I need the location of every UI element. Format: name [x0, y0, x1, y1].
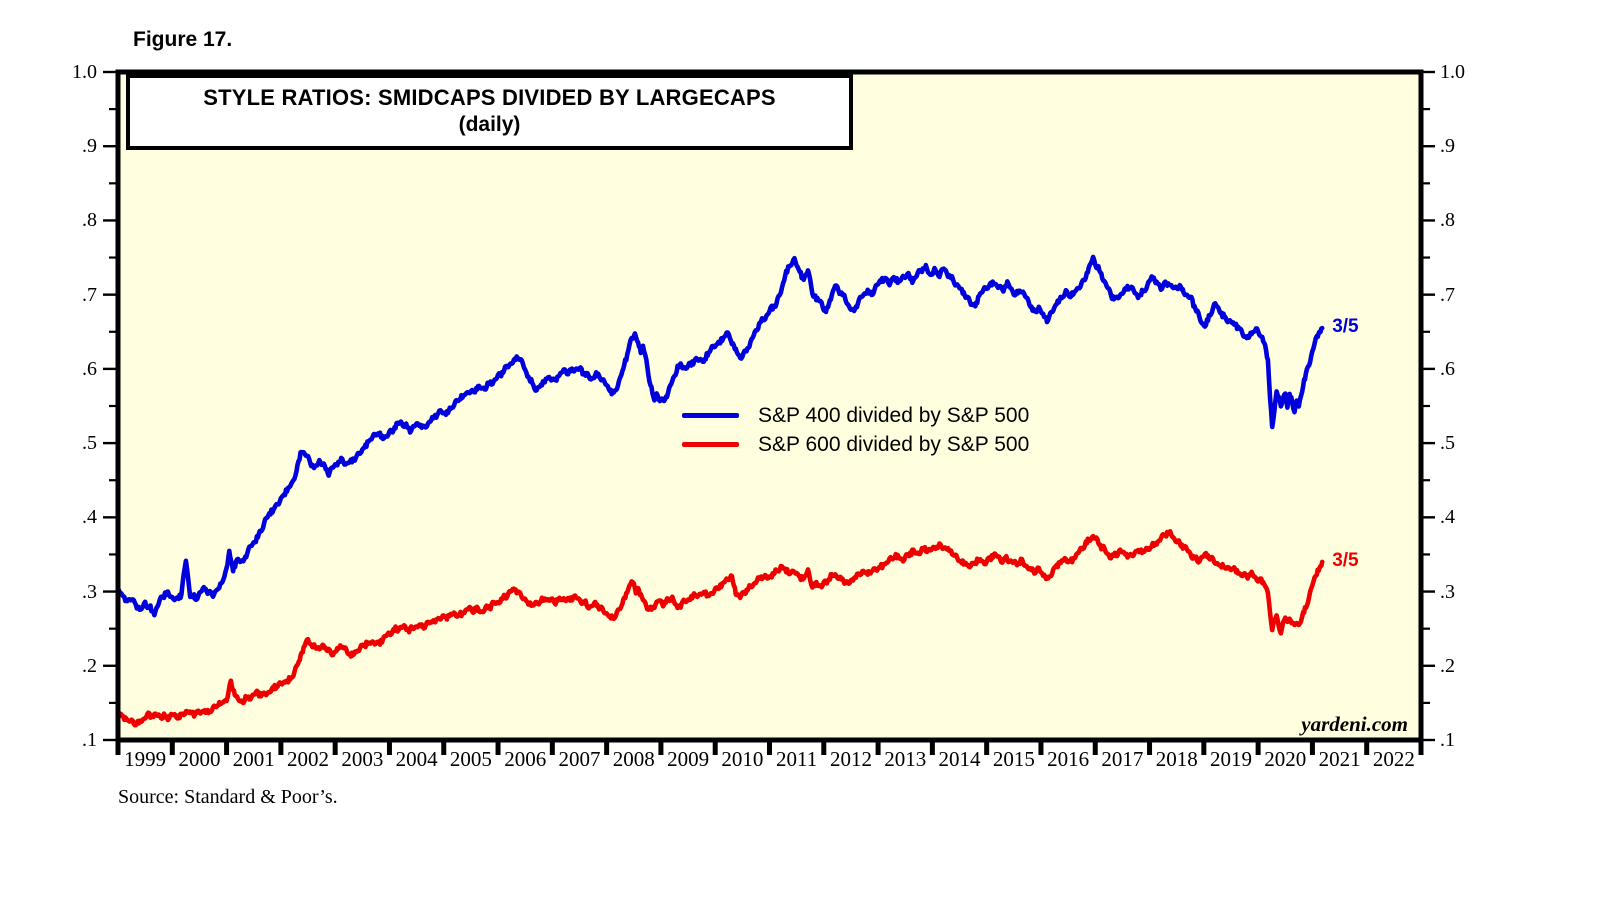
y-axis-label-right-.8: .8: [1440, 209, 1455, 232]
x-axis-label-2002: 2002: [287, 747, 330, 771]
x-axis-tick: [332, 738, 338, 755]
x-axis-tick: [767, 738, 772, 755]
x-axis-tick: [169, 738, 175, 755]
y-axis-label-right-.6: .6: [1440, 357, 1455, 380]
figure-label: Figure 17.: [133, 28, 233, 51]
x-axis-label-2017: 2017: [1101, 747, 1144, 771]
x-axis-tick: [1147, 738, 1153, 755]
x-axis-tick: [495, 738, 501, 755]
x-axis-label-2006: 2006: [504, 747, 547, 771]
x-axis-tick: [1309, 738, 1315, 755]
x-axis-tick: [1364, 738, 1370, 755]
x-axis-label-2022: 2022: [1372, 747, 1415, 771]
x-axis-label-2019: 2019: [1209, 747, 1252, 771]
x-axis-label-2014: 2014: [938, 747, 981, 771]
y-axis-label-left-.1: .1: [82, 729, 97, 751]
chart-subtitle: (daily): [458, 113, 521, 136]
x-axis-tick: [278, 738, 284, 755]
x-axis-tick: [984, 738, 990, 755]
y-axis-label-left-.8: .8: [82, 209, 97, 232]
x-axis-label-1999: 1999: [124, 747, 167, 771]
sp600-series-line: [115, 529, 1325, 728]
x-axis-label-2013: 2013: [884, 747, 927, 771]
y-axis-label-left-.4: .4: [82, 506, 97, 529]
y-axis-label-left-.6: .6: [82, 357, 97, 380]
y-axis-label-right-1.0: 1.0: [1440, 61, 1465, 83]
y-axis-label-right-.7: .7: [1440, 283, 1455, 306]
y-axis-label-right-.9: .9: [1440, 135, 1455, 158]
x-axis-label-2003: 2003: [341, 747, 384, 771]
x-axis-label-2008: 2008: [612, 747, 655, 771]
y-axis-label-left-.5: .5: [82, 432, 97, 455]
legend-item-sp400: S&P 400 divided by S&P 500: [682, 401, 1029, 430]
x-axis-tick: [224, 738, 230, 755]
x-axis-label-2004: 2004: [395, 747, 438, 771]
x-axis-tick: [821, 738, 827, 755]
x-axis-tick: [115, 738, 121, 755]
sp600-end-date-label: 3/5: [1332, 549, 1359, 571]
x-axis-tick: [1092, 738, 1098, 755]
y-axis-label-left-.7: .7: [82, 283, 97, 306]
x-axis-tick: [1201, 738, 1207, 755]
x-axis-label-2009: 2009: [667, 747, 710, 771]
x-axis-label-2010: 2010: [721, 747, 764, 771]
x-axis-label-2012: 2012: [829, 747, 872, 771]
x-axis-label-2020: 2020: [1264, 747, 1307, 771]
x-axis-tick: [929, 738, 935, 755]
sp400-series-line: [115, 254, 1325, 618]
y-axis-label-right-.1: .1: [1440, 729, 1455, 751]
y-axis-label-left-.3: .3: [82, 580, 97, 603]
source-note: Source: Standard & Poor’s.: [118, 786, 338, 808]
sp400-line-swatch: [682, 413, 739, 418]
x-axis-tick: [549, 738, 555, 755]
legend-label-sp400: S&P 400 divided by S&P 500: [758, 403, 1030, 427]
plot-area: [118, 72, 1421, 740]
y-axis-label-left-.2: .2: [82, 654, 97, 677]
y-axis-label-right-.2: .2: [1440, 654, 1455, 677]
y-axis-label-right-.4: .4: [1440, 506, 1455, 529]
x-axis-label-2001: 2001: [232, 747, 275, 771]
x-axis-label-2000: 2000: [178, 747, 221, 771]
x-axis-tick: [1255, 738, 1261, 755]
sp600-line-swatch: [682, 442, 739, 447]
x-axis-tick: [1418, 738, 1424, 755]
x-axis-tick: [875, 738, 881, 755]
x-axis-tick: [1038, 738, 1044, 755]
chart-title-box: STYLE RATIOS: SMIDCAPS DIVIDED BY LARGEC…: [126, 74, 853, 150]
x-axis-label-2018: 2018: [1155, 747, 1198, 771]
y-axis-label-left-1.0: 1.0: [72, 61, 97, 83]
yardeni-watermark: yardeni.com: [1301, 712, 1408, 736]
x-axis-label-2016: 2016: [1047, 747, 1090, 771]
x-axis-tick: [441, 738, 447, 755]
chart-title: STYLE RATIOS: SMIDCAPS DIVIDED BY LARGEC…: [203, 85, 776, 110]
legend-item-sp600: S&P 600 divided by S&P 500: [682, 430, 1029, 459]
x-axis-tick: [386, 738, 392, 755]
legend: S&P 400 divided by S&P 500 S&P 600 divid…: [682, 401, 1029, 459]
chart-frame: [115, 69, 1424, 743]
x-axis-tick: [604, 738, 610, 755]
y-axis-label-right-.3: .3: [1440, 580, 1455, 603]
x-axis-label-2011: 2011: [776, 747, 818, 771]
x-axis-tick: [658, 738, 664, 755]
x-axis-tick: [712, 738, 718, 755]
x-axis-label-2007: 2007: [558, 747, 601, 771]
x-axis-label-2021: 2021: [1318, 747, 1361, 771]
sp400-end-date-label: 3/5: [1332, 316, 1359, 338]
x-axis-label-2005: 2005: [449, 747, 492, 771]
y-axis-label-right-.5: .5: [1440, 432, 1455, 455]
y-axis-label-left-.9: .9: [82, 135, 97, 158]
x-axis-label-2015: 2015: [992, 747, 1035, 771]
legend-label-sp600: S&P 600 divided by S&P 500: [758, 432, 1030, 456]
